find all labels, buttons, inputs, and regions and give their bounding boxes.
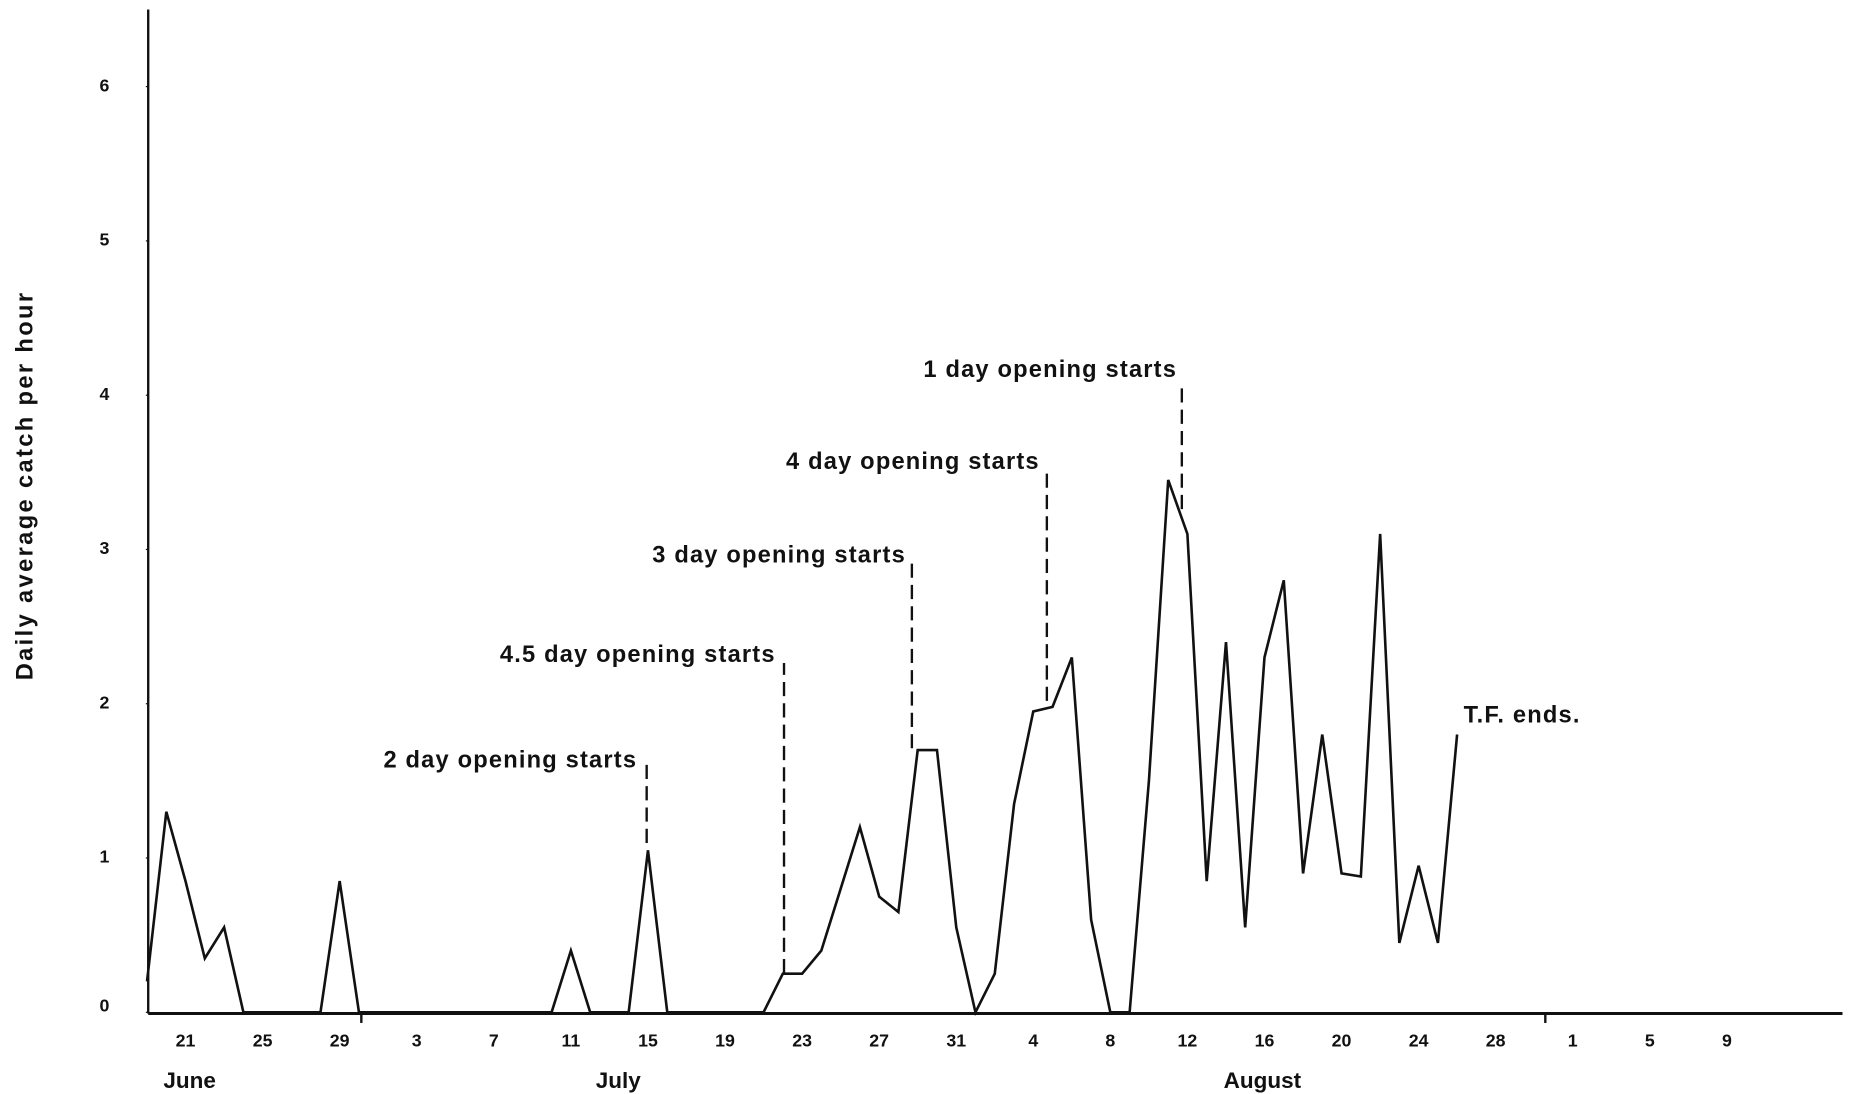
month-label: August — [1224, 1068, 1302, 1093]
annotation: T.F. ends. — [1464, 703, 1581, 729]
x-tick-label: 7 — [489, 1031, 499, 1051]
y-tick-label: 0 — [99, 995, 109, 1015]
x-tick-label: 9 — [1722, 1031, 1732, 1051]
x-tick-label: 28 — [1486, 1031, 1506, 1051]
y-tick-label: 2 — [99, 692, 109, 712]
x-tick-label: 16 — [1255, 1031, 1275, 1051]
x-tick-label: 27 — [869, 1031, 889, 1051]
x-tick-label: 20 — [1332, 1031, 1352, 1051]
x-tick-label: 29 — [330, 1031, 350, 1051]
x-tick-label: 1 — [1568, 1031, 1578, 1051]
x-tick-label: 12 — [1178, 1031, 1198, 1051]
x-tick-label: 4 — [1028, 1031, 1038, 1051]
month-label: June — [163, 1068, 215, 1093]
x-tick-label: 25 — [253, 1031, 273, 1051]
y-tick-label: 3 — [99, 538, 109, 558]
x-tick-label: 5 — [1645, 1031, 1655, 1051]
x-tick-label: 8 — [1105, 1031, 1115, 1051]
month-label: July — [596, 1068, 641, 1093]
annotation: 4.5 day opening starts — [500, 642, 776, 668]
x-tick-label: 11 — [562, 1031, 581, 1051]
x-tick-label: 31 — [946, 1031, 966, 1051]
annotation: 2 day opening starts — [383, 748, 637, 774]
x-tick-label: 3 — [412, 1031, 422, 1051]
x-tick-label: 15 — [638, 1031, 658, 1051]
annotation: 1 day opening starts — [923, 357, 1177, 383]
x-tick-label: 21 — [176, 1031, 196, 1051]
y-axis-label: Daily average catch per hour — [13, 291, 39, 681]
annotation: 3 day opening starts — [652, 543, 906, 569]
y-tick-label: 5 — [99, 230, 109, 250]
annotation: 4 day opening starts — [786, 449, 1040, 475]
y-tick-label: 4 — [99, 384, 109, 404]
y-tick-label: 6 — [99, 75, 109, 95]
x-tick-label: 23 — [792, 1031, 812, 1051]
data-line — [145, 479, 1459, 1017]
y-tick-label: 1 — [99, 847, 109, 867]
x-tick-label: 24 — [1409, 1031, 1429, 1051]
x-tick-label: 19 — [715, 1031, 735, 1051]
